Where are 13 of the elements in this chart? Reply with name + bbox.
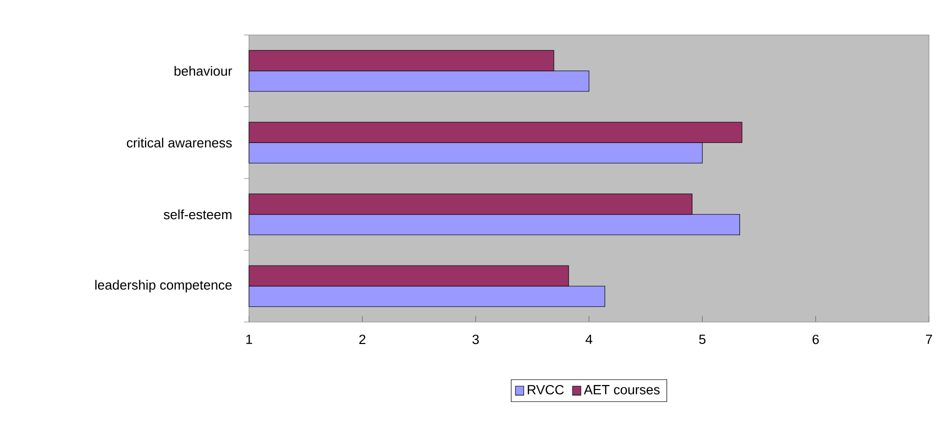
y-tick-label: self-esteem xyxy=(164,209,232,220)
y-tick-label: critical awareness xyxy=(126,138,232,148)
x-tick-label: 7 xyxy=(926,334,932,344)
y-tick-label: leadership competence xyxy=(95,280,232,292)
x-tick-label: 2 xyxy=(359,334,366,344)
y-tick-label: behaviour xyxy=(174,66,232,76)
x-tick-label: 6 xyxy=(812,334,819,344)
x-tick-label: 5 xyxy=(699,334,706,344)
legend-label: AET courses xyxy=(584,385,660,394)
x-tick-label: 1 xyxy=(246,334,252,344)
x-tick-label: 4 xyxy=(586,334,592,344)
legend-label: RVCC xyxy=(528,385,564,394)
x-tick-label: 3 xyxy=(472,334,479,344)
